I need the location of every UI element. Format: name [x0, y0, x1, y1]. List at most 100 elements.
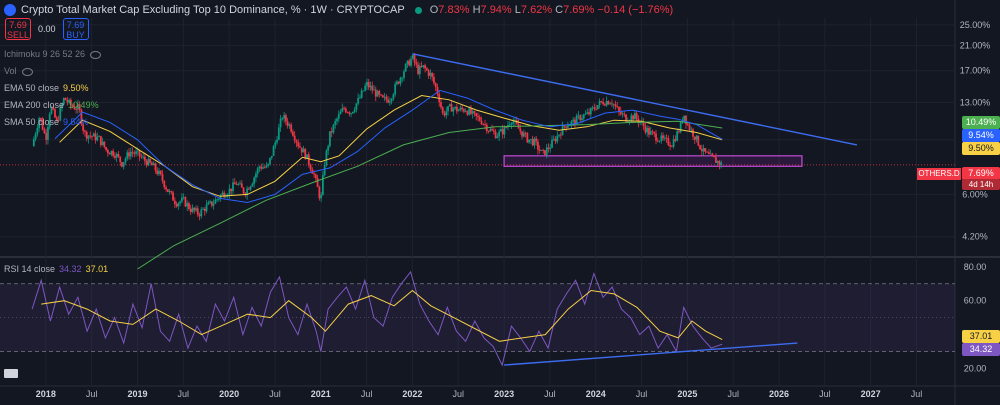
candle-body — [251, 183, 254, 187]
candle-body — [45, 133, 48, 140]
candle-body — [94, 133, 97, 141]
indicator-sma50[interactable]: SMA 50 close 9.54% — [4, 117, 89, 127]
candle-body — [133, 152, 136, 154]
candle-body — [450, 104, 453, 112]
candle-body — [572, 119, 575, 122]
candle-body — [521, 131, 523, 137]
candle-body — [47, 126, 49, 140]
candle-body — [512, 121, 515, 124]
candle-body — [424, 65, 427, 69]
candle-body — [330, 131, 333, 133]
candle-body — [574, 119, 576, 125]
candle-body — [718, 161, 721, 165]
candle-body — [316, 178, 319, 188]
time-tick-label: 2023 — [494, 389, 514, 399]
candle-body — [716, 161, 719, 163]
price-tick-label: 21.00% — [960, 41, 991, 51]
candle-body — [685, 115, 687, 125]
candle-body — [106, 149, 109, 154]
rsi-ma-line — [41, 289, 723, 342]
candle-body — [531, 138, 534, 146]
low-label: L — [514, 4, 521, 16]
candle-body — [292, 131, 294, 136]
candle-body — [265, 165, 268, 168]
candle-body — [408, 60, 411, 66]
rsi-support-trendline — [504, 342, 798, 366]
candle-body — [522, 132, 525, 137]
sell-price: 7.69 — [9, 20, 27, 30]
candle-body — [618, 107, 620, 112]
candle-body — [595, 108, 597, 110]
candle-body — [535, 138, 538, 142]
indicator-rsi[interactable]: RSI 14 close 34.32 37.01 — [4, 264, 108, 274]
candle-body — [233, 182, 236, 185]
chart-title[interactable]: Crypto Total Market Cap Excluding Top 10… — [21, 4, 405, 16]
candle-body — [300, 147, 303, 153]
candle-body — [455, 106, 458, 112]
candle-body — [191, 207, 194, 212]
candle-body — [91, 136, 93, 137]
candle-body — [704, 148, 707, 152]
candle-body — [147, 158, 150, 166]
candle-body — [196, 208, 199, 215]
candle-body — [329, 131, 331, 147]
indicator-ema50[interactable]: EMA 50 close 9.50% — [4, 83, 89, 93]
candle-body — [332, 124, 335, 133]
candle-body — [262, 167, 264, 169]
indicator-volume[interactable]: Vol — [4, 66, 33, 76]
candle-body — [313, 173, 315, 175]
candle-body — [66, 100, 69, 103]
candle-body — [255, 173, 257, 178]
candle-body — [676, 131, 679, 141]
candle-body — [662, 135, 664, 139]
candle-body — [596, 105, 599, 110]
candle-body — [607, 101, 610, 105]
candle-body — [380, 94, 382, 96]
rsi-line — [31, 270, 723, 367]
candle-body — [699, 145, 701, 150]
candle-body — [663, 137, 666, 139]
candle-body — [258, 166, 261, 169]
candle-body — [200, 209, 203, 217]
candle-body — [216, 199, 219, 201]
candle-body — [212, 203, 215, 206]
candle-body — [452, 108, 455, 112]
candle-body — [477, 116, 479, 117]
indicator-ema200[interactable]: EMA 200 close 10.49% — [4, 100, 99, 110]
volume-label: Vol — [4, 66, 17, 76]
candle-body — [653, 132, 656, 134]
candle-body — [149, 158, 152, 163]
candle-body — [678, 131, 680, 133]
candle-body — [519, 128, 522, 132]
ema200-price-tag: 10.49% — [962, 116, 1000, 129]
candle-body — [180, 197, 183, 202]
candle-body — [36, 128, 39, 134]
candle-body — [500, 129, 502, 132]
candle-body — [119, 156, 122, 163]
ema50-line — [59, 94, 723, 197]
candle-body — [415, 62, 418, 65]
candle-body — [648, 127, 650, 135]
candle-body — [394, 84, 397, 95]
candle-body — [355, 103, 358, 110]
buy-button[interactable]: 7.69 BUY — [62, 18, 89, 40]
ema50-label: EMA 50 close — [4, 83, 60, 93]
indicator-ichimoku[interactable]: Ichimoku 9 26 52 26 — [4, 49, 102, 59]
candle-body — [366, 81, 368, 86]
candle-body — [34, 133, 37, 140]
sell-button[interactable]: 7.69 SELL — [5, 18, 31, 40]
candle-body — [32, 139, 35, 147]
hidden-eye-icon[interactable] — [21, 67, 33, 76]
candle-body — [68, 99, 70, 103]
candle-body — [623, 113, 626, 115]
candle-body — [554, 138, 557, 142]
candle-body — [633, 113, 636, 120]
candle-body — [73, 106, 76, 110]
candle-body — [660, 135, 663, 141]
candle-body — [410, 58, 412, 66]
candle-body — [325, 150, 328, 165]
candle-body — [711, 153, 714, 156]
candle-body — [383, 96, 386, 98]
hidden-eye-icon[interactable] — [90, 50, 102, 59]
